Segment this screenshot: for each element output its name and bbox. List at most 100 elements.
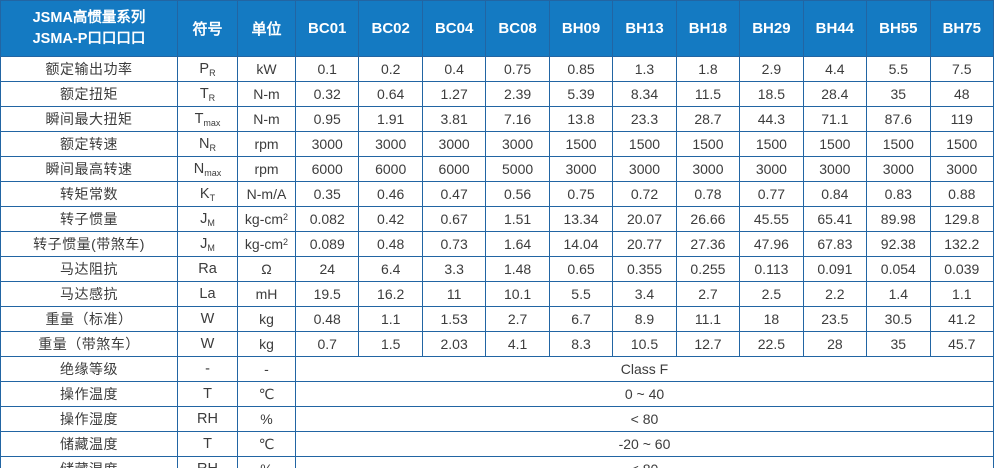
col-header-symbol: 符号 bbox=[177, 0, 238, 57]
value-cell-bc01: 3000 bbox=[294, 131, 360, 157]
value-cell-bh29: 44.3 bbox=[739, 106, 804, 132]
value-cell-bc04: 1.53 bbox=[421, 306, 487, 332]
row-label: 额定扭矩 bbox=[0, 81, 178, 107]
col-header-unit: 单位 bbox=[237, 0, 296, 57]
symbol-cell: Ra bbox=[177, 256, 238, 282]
value-cell-bh44: 3000 bbox=[802, 156, 868, 182]
value-cell-bc04: 0.73 bbox=[421, 231, 487, 257]
row-label: 转子惯量 bbox=[0, 206, 178, 232]
col-header-model-bh55: BH55 bbox=[866, 0, 931, 57]
value-cell-bc02: 0.46 bbox=[358, 181, 423, 207]
header-row: JSMA高惯量系列 JSMA-P口口口口 符号 单位 BC01 BC02 BC04 B… bbox=[0, 0, 994, 57]
value-cell-bh18: 28.7 bbox=[675, 106, 741, 132]
value-cell-bc08: 1.51 bbox=[485, 206, 550, 232]
unit-cell: kg bbox=[237, 331, 296, 357]
row-label: 瞬间最大扭矩 bbox=[0, 106, 178, 132]
value-cell-bh13: 8.34 bbox=[612, 81, 677, 107]
unit-cell: kg bbox=[237, 306, 296, 332]
symbol-cell: T bbox=[177, 381, 238, 407]
value-cell-bh75: 48 bbox=[929, 81, 994, 107]
symbol-cell: T bbox=[177, 431, 238, 457]
unit-cell: N-m/A bbox=[237, 181, 296, 207]
value-cell-bh29: 0.113 bbox=[739, 256, 804, 282]
value-cell-bh75: 3000 bbox=[929, 156, 994, 182]
value-cell-bh09: 1500 bbox=[548, 131, 614, 157]
value-cell-bh29: 22.5 bbox=[739, 331, 804, 357]
value-cell-bc01: 0.089 bbox=[294, 231, 360, 257]
row-label: 额定转速 bbox=[0, 131, 178, 157]
value-cell-bh55: 30.5 bbox=[866, 306, 931, 332]
value-cell-bh55: 3000 bbox=[866, 156, 931, 182]
value-cell-bc01: 0.48 bbox=[294, 306, 360, 332]
value-cell-bh18: 0.78 bbox=[675, 181, 741, 207]
value-cell-bc01: 19.5 bbox=[294, 281, 360, 307]
value-cell-bc04: 11 bbox=[421, 281, 487, 307]
value-cell-bh55: 0.83 bbox=[866, 181, 931, 207]
col-header-model-bh13: BH13 bbox=[612, 0, 677, 57]
table-row: 储藏湿度RH%< 80 bbox=[0, 456, 994, 468]
symbol-cell: JM bbox=[177, 231, 238, 257]
value-cell-bc01: 0.32 bbox=[294, 81, 360, 107]
value-cell-bc02: 0.42 bbox=[358, 206, 423, 232]
value-cell-bh13: 1500 bbox=[612, 131, 677, 157]
value-cell-bh44: 71.1 bbox=[802, 106, 868, 132]
value-cell-bh44: 28 bbox=[802, 331, 868, 357]
row-label: 马达感抗 bbox=[0, 281, 178, 307]
row-label: 储藏湿度 bbox=[0, 456, 178, 468]
col-header-model-bc01: BC01 bbox=[294, 0, 360, 57]
value-cell-bc02: 0.2 bbox=[358, 56, 423, 82]
value-cell-bc01: 24 bbox=[294, 256, 360, 282]
symbol-cell: PR bbox=[177, 56, 238, 82]
value-cell-bh44: 65.41 bbox=[802, 206, 868, 232]
series-title-line2: JSMA-P口口口口 bbox=[32, 30, 146, 47]
value-cell-bh18: 1.8 bbox=[675, 56, 741, 82]
value-cell-bc04: 3000 bbox=[421, 131, 487, 157]
value-cell-bh29: 2.5 bbox=[739, 281, 804, 307]
value-cell-bh18: 2.7 bbox=[675, 281, 741, 307]
value-cell-bc02: 0.48 bbox=[358, 231, 423, 257]
value-cell-bh18: 12.7 bbox=[675, 331, 741, 357]
row-label: 绝缘等级 bbox=[0, 356, 178, 382]
value-cell-bh29: 18.5 bbox=[739, 81, 804, 107]
value-cell-bh09: 0.65 bbox=[548, 256, 614, 282]
value-cell-bh13: 10.5 bbox=[612, 331, 677, 357]
value-cell-bh29: 0.77 bbox=[739, 181, 804, 207]
table-row: 瞬间最高转速 Nmax rpm 6000 6000 6000 5000 3000 3000 300… bbox=[0, 156, 994, 182]
value-cell-bh75: 45.7 bbox=[929, 331, 994, 357]
unit-cell: kW bbox=[237, 56, 296, 82]
table-row: 额定输出功率 PR kW 0.1 0.2 0.4 0.75 0.85 1.3 1.8 2.9 4.4 5… bbox=[0, 56, 994, 82]
row-label: 重量（标准） bbox=[0, 306, 178, 332]
value-cell-bh18: 1500 bbox=[675, 131, 741, 157]
value-cell-bc01: 6000 bbox=[294, 156, 360, 182]
value-cell-bh13: 8.9 bbox=[612, 306, 677, 332]
value-cell-bc08: 5000 bbox=[485, 156, 550, 182]
row-label: 马达阻抗 bbox=[0, 256, 178, 282]
value-cell-bh13: 0.72 bbox=[612, 181, 677, 207]
value-cell-bc02: 0.64 bbox=[358, 81, 423, 107]
value-cell-bh44: 2.2 bbox=[802, 281, 868, 307]
value-cell-bh44: 67.83 bbox=[802, 231, 868, 257]
value-cell-bh44: 0.091 bbox=[802, 256, 868, 282]
value-cell-bh29: 3000 bbox=[739, 156, 804, 182]
value-cell-bh13: 3000 bbox=[612, 156, 677, 182]
table-row: 瞬间最大扭矩 Tmax N-m 0.95 1.91 3.81 7.16 13.8 23.3 28.… bbox=[0, 106, 994, 132]
value-cell-bh55: 35 bbox=[866, 81, 931, 107]
unit-cell: rpm bbox=[237, 156, 296, 182]
value-cell-bh55: 35 bbox=[866, 331, 931, 357]
series-title-line1: JSMA高惯量系列 bbox=[32, 10, 146, 27]
value-cell-bh29: 45.55 bbox=[739, 206, 804, 232]
value-cell-bc08: 0.56 bbox=[485, 181, 550, 207]
symbol-cell: Nmax bbox=[177, 156, 238, 182]
unit-cell: % bbox=[237, 406, 296, 432]
value-cell-bh09: 5.5 bbox=[548, 281, 614, 307]
value-cell-bc04: 0.67 bbox=[421, 206, 487, 232]
value-cell-bh55: 89.98 bbox=[866, 206, 931, 232]
unit-cell: kg-cm2 bbox=[237, 231, 296, 257]
unit-cell: kg-cm2 bbox=[237, 206, 296, 232]
value-cell-bh09: 3000 bbox=[548, 156, 614, 182]
unit-cell: Ω bbox=[237, 256, 296, 282]
row-label: 操作温度 bbox=[0, 381, 178, 407]
